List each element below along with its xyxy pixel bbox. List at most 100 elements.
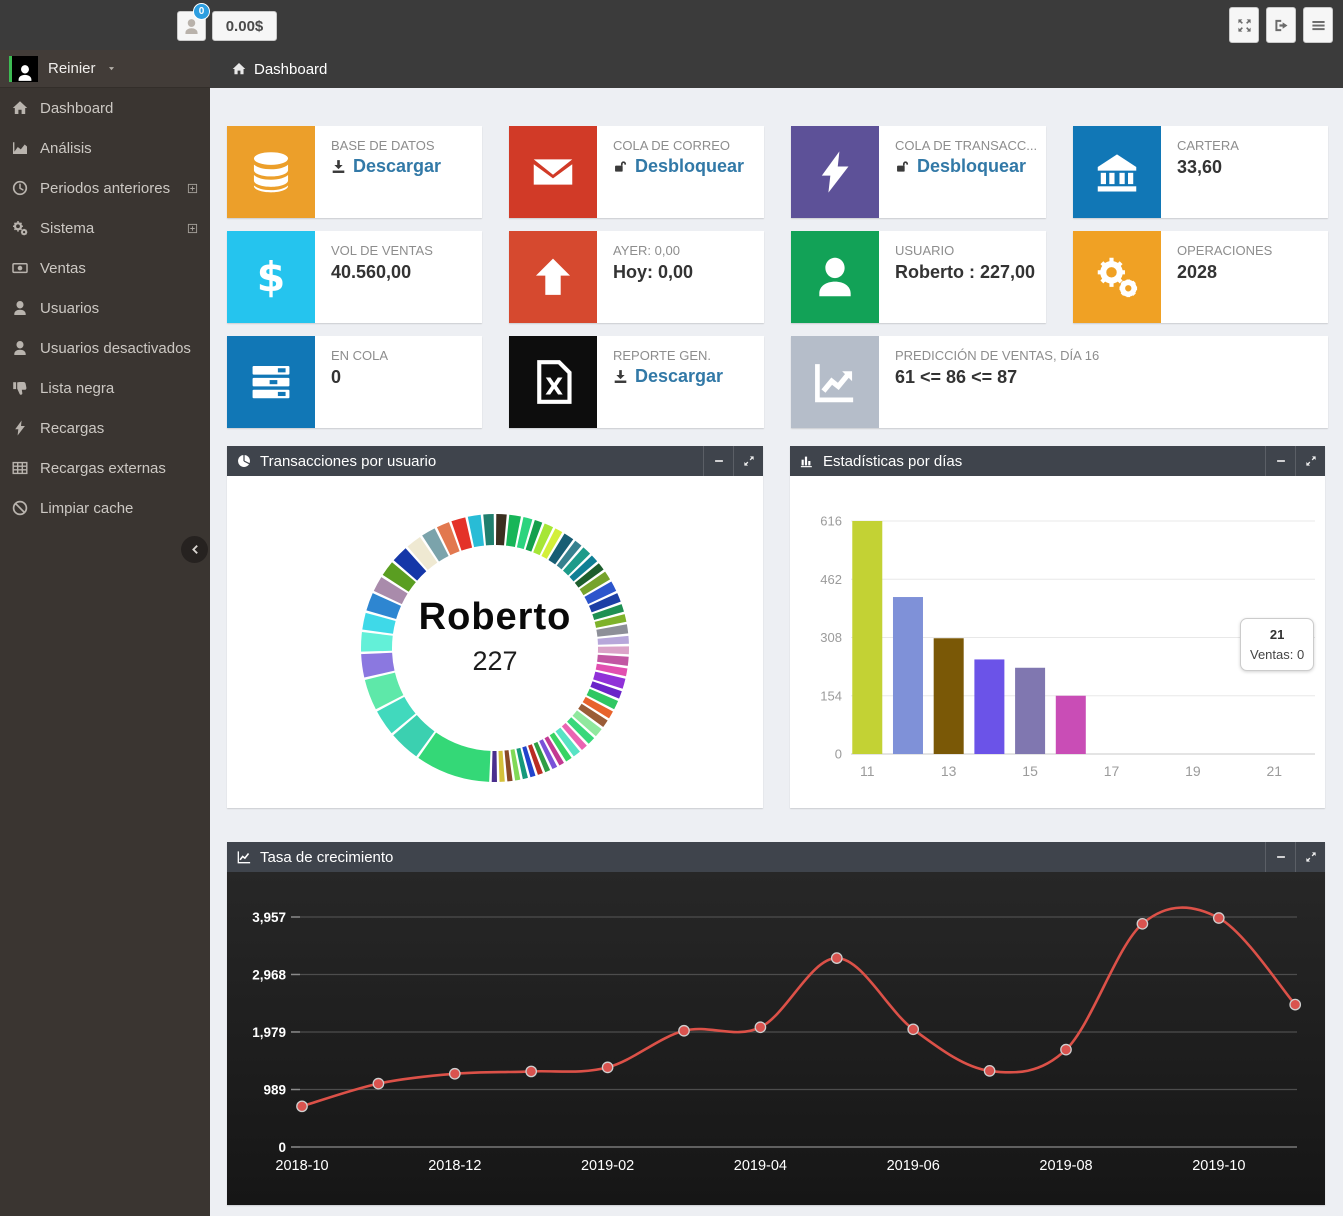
panel-header: Tasa de crecimiento	[227, 842, 1325, 872]
bolt-icon	[12, 420, 31, 436]
line-chart-icon	[237, 850, 251, 864]
sidebar-item-recargas-externas[interactable]: Recargas externas	[0, 448, 210, 488]
tile-action-link[interactable]: Desbloquear	[613, 156, 744, 177]
sign-out-icon	[1274, 18, 1289, 33]
tile-label: CARTERA	[1177, 138, 1239, 153]
tile-action-link[interactable]: Descargar	[331, 156, 441, 177]
svg-text:X: X	[545, 373, 563, 401]
line-chart[interactable]: 0 989 1,979 2,968 3,957 2018-10 2018-12 2019-02…	[227, 872, 1325, 1205]
person-icon	[183, 18, 200, 35]
tile-value: 61 <= 86 <= 87	[895, 367, 1018, 387]
svg-text:2019-08: 2019-08	[1039, 1158, 1092, 1174]
chevron-down-icon	[107, 64, 116, 73]
info-tile-cola-de-correo: COLA DE CORREO Desbloquear	[509, 126, 764, 218]
download-icon	[331, 159, 346, 174]
gears-icon	[12, 220, 31, 236]
fullscreen-button[interactable]	[1229, 7, 1259, 43]
user-icon	[12, 340, 31, 356]
svg-text:308: 308	[820, 630, 842, 645]
sidebar-item-periodos-anteriores[interactable]: Periodos anteriores	[0, 168, 210, 208]
pie-chart-icon	[237, 454, 251, 468]
svg-text:2019-10: 2019-10	[1192, 1158, 1245, 1174]
sign-out-button[interactable]	[1266, 7, 1296, 43]
svg-text:$: $	[257, 255, 286, 299]
svg-text:462: 462	[820, 572, 842, 587]
content: BASE DE DATOS Descargar COLA DE CORREO	[210, 88, 1343, 1205]
unlock-icon	[895, 159, 910, 174]
sidebar-item-usuarios[interactable]: Usuarios	[0, 288, 210, 328]
tile-value: 33,60	[1177, 157, 1223, 177]
notification-badge: 0	[193, 3, 210, 20]
panel-statistics-by-day: Estadísticas por días 0 154 308 462 616 11 13 1…	[790, 446, 1325, 808]
gears-icon	[1095, 255, 1139, 299]
bar-chart-icon	[800, 454, 814, 468]
sidebar-item-dashboard[interactable]: Dashboard	[0, 88, 210, 128]
info-tile-ayer-0-00: AYER: 0,00 Hoy: 0,00	[509, 231, 764, 323]
collapse-panel-button[interactable]	[1265, 446, 1295, 476]
svg-text:2019-06: 2019-06	[887, 1158, 940, 1174]
money-icon	[12, 260, 31, 276]
breadcrumb-label[interactable]: Dashboard	[254, 60, 328, 78]
envelope-icon	[531, 150, 575, 194]
sidebar: Reinier Dashboard Análisis Periodos ante…	[0, 50, 210, 1216]
avatar	[9, 55, 38, 82]
expand-panel-button[interactable]	[1295, 842, 1325, 872]
svg-text:989: 989	[263, 1083, 286, 1098]
tile-action-link[interactable]: Descargar	[613, 366, 723, 387]
sidebar-item-sistema[interactable]: Sistema	[0, 208, 210, 248]
fullscreen-arrows-icon	[1237, 18, 1252, 33]
donut-chart[interactable]: Roberto 227	[227, 476, 763, 808]
sidebar-item-lista-negra[interactable]: Lista negra	[0, 368, 210, 408]
info-tile-en-cola: EN COLA 0	[227, 336, 482, 428]
user-name: Reinier	[48, 60, 96, 77]
tile-value: 40.560,00	[331, 262, 412, 282]
panel-growth-rate: Tasa de crecimiento 0 989 1,979 2,968 3,957 2…	[227, 842, 1325, 1205]
balance-button[interactable]: 0.00$	[212, 11, 277, 41]
user-menu-button[interactable]: 0	[177, 3, 210, 41]
info-tile-vol-de-ventas: $ VOL DE VENTAS 40.560,00	[227, 231, 482, 323]
info-tiles: BASE DE DATOS Descargar COLA DE CORREO	[227, 126, 1343, 428]
bolt-icon	[813, 150, 857, 194]
sidebar-item-usuarios-desactivados[interactable]: Usuarios desactivados	[0, 328, 210, 368]
svg-text:616: 616	[820, 514, 842, 529]
sidebar-collapse-button[interactable]	[181, 536, 208, 563]
panel-title: Estadísticas por días	[823, 452, 963, 470]
tile-label: BASE DE DATOS	[331, 138, 435, 153]
tile-label: PREDICCIÓN DE VENTAS, DÍA 16	[895, 348, 1100, 363]
svg-text:13: 13	[941, 763, 957, 779]
tile-label: VOL DE VENTAS	[331, 243, 433, 258]
svg-text:2019-02: 2019-02	[581, 1158, 634, 1174]
plus-square-icon[interactable]	[187, 223, 198, 234]
expand-panel-button[interactable]	[733, 446, 763, 476]
svg-text:2018-12: 2018-12	[428, 1158, 481, 1174]
arrow-up-icon	[531, 255, 575, 299]
menu-icon	[1311, 18, 1326, 33]
database-icon	[249, 150, 293, 194]
expand-panel-button[interactable]	[1295, 446, 1325, 476]
sidebar-user-menu[interactable]: Reinier	[0, 50, 210, 88]
breadcrumb: Dashboard	[210, 50, 1343, 88]
menu-button[interactable]	[1303, 7, 1333, 43]
svg-text:154: 154	[820, 688, 842, 703]
tile-label: COLA DE CORREO	[613, 138, 731, 153]
topbar-actions	[1229, 7, 1333, 43]
tile-value: Hoy: 0,00	[613, 262, 694, 282]
ban-icon	[12, 500, 31, 516]
sidebar-item-recargas[interactable]: Recargas	[0, 408, 210, 448]
tile-label: EN COLA	[331, 348, 389, 363]
sidebar-item-ventas[interactable]: Ventas	[0, 248, 210, 288]
bar-chart[interactable]: 0 154 308 462 616 11 13 15 17 19 21 21 Ventas: 0	[790, 476, 1325, 808]
svg-text:2019-04: 2019-04	[734, 1158, 787, 1174]
sidebar-item-analisis[interactable]: Análisis	[0, 128, 210, 168]
tile-action-link[interactable]: Desbloquear	[895, 156, 1037, 177]
table-icon	[12, 460, 31, 476]
main-area: Dashboard BASE DE DATOS Descargar COLA	[210, 50, 1343, 1216]
unlock-icon	[613, 159, 628, 174]
plus-square-icon[interactable]	[187, 183, 198, 194]
tile-label: COLA DE TRANSACC...	[895, 138, 1038, 153]
panel-title: Transacciones por usuario	[260, 452, 437, 470]
collapse-panel-button[interactable]	[1265, 842, 1295, 872]
collapse-panel-button[interactable]	[703, 446, 733, 476]
sidebar-item-limpiar-cache[interactable]: Limpiar cache	[0, 488, 210, 528]
tile-label: OPERACIONES	[1177, 243, 1273, 258]
